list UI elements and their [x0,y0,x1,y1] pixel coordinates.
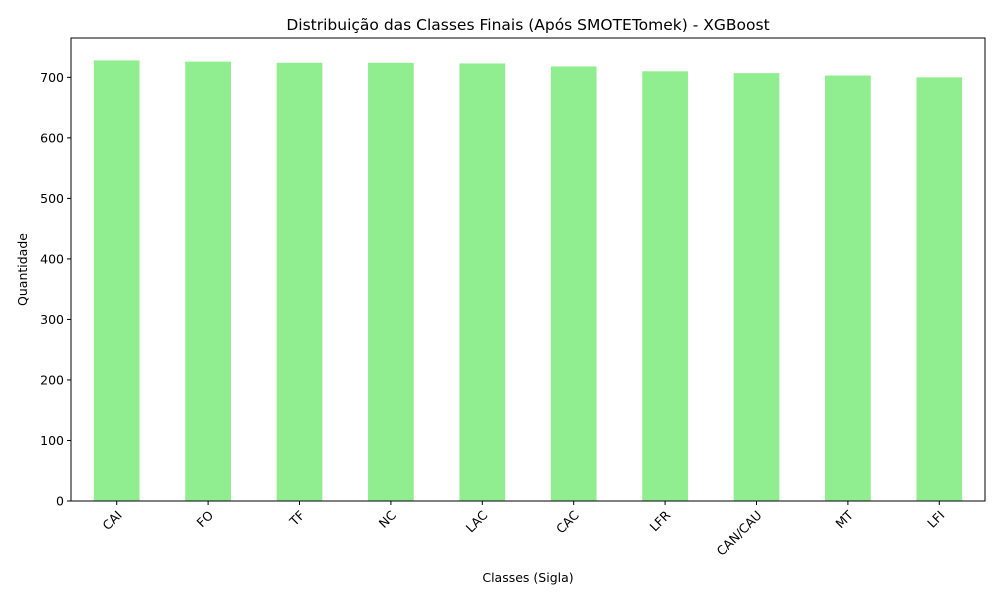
x-tick-label: CAN/CAU [714,508,765,559]
plot-frame [70,37,986,502]
x-tick-label: LFR [646,507,673,534]
y-tick-label: 100 [40,433,64,448]
x-tick-label: FO [194,507,217,530]
bar-mt [825,75,871,502]
bar-fo [185,61,231,502]
bar-tf [276,62,323,501]
y-tick-label: 600 [40,130,64,145]
x-tick-label: TF [286,508,308,530]
bar-lfi [916,77,963,501]
x-tick-label: CAI [99,508,124,533]
y-tick-label: 200 [40,372,64,387]
x-tick-label: NC [376,507,400,531]
bar-cac [550,66,597,502]
bar-cai [93,60,140,501]
x-axis-ticks: CAI FO TF NC LAC CAC LFR CAN/CAU MT LFI [99,501,947,559]
y-tick-label: 500 [40,191,64,206]
y-tick-label: 700 [40,70,64,85]
chart-title: Distribuição das Classes Finais (Após SM… [286,16,769,34]
x-axis-label: Classes (Sigla) [482,570,573,585]
x-tick-label: LFI [924,508,947,531]
bar-lfr [642,71,688,501]
y-axis-label: Quantidade [15,233,30,306]
bar-lac [459,63,506,501]
y-tick-label: 400 [40,251,64,266]
y-axis-ticks: 0 100 200 300 400 500 600 700 [40,70,71,509]
x-tick-label: CAC [553,507,582,536]
bar-can-cau [733,73,780,501]
bar-nc [368,62,414,501]
y-tick-label: 0 [56,494,64,509]
x-tick-label: LAC [463,507,491,535]
y-tick-label: 300 [40,312,64,327]
x-tick-label: MT [832,507,856,531]
bars-group [93,60,963,502]
